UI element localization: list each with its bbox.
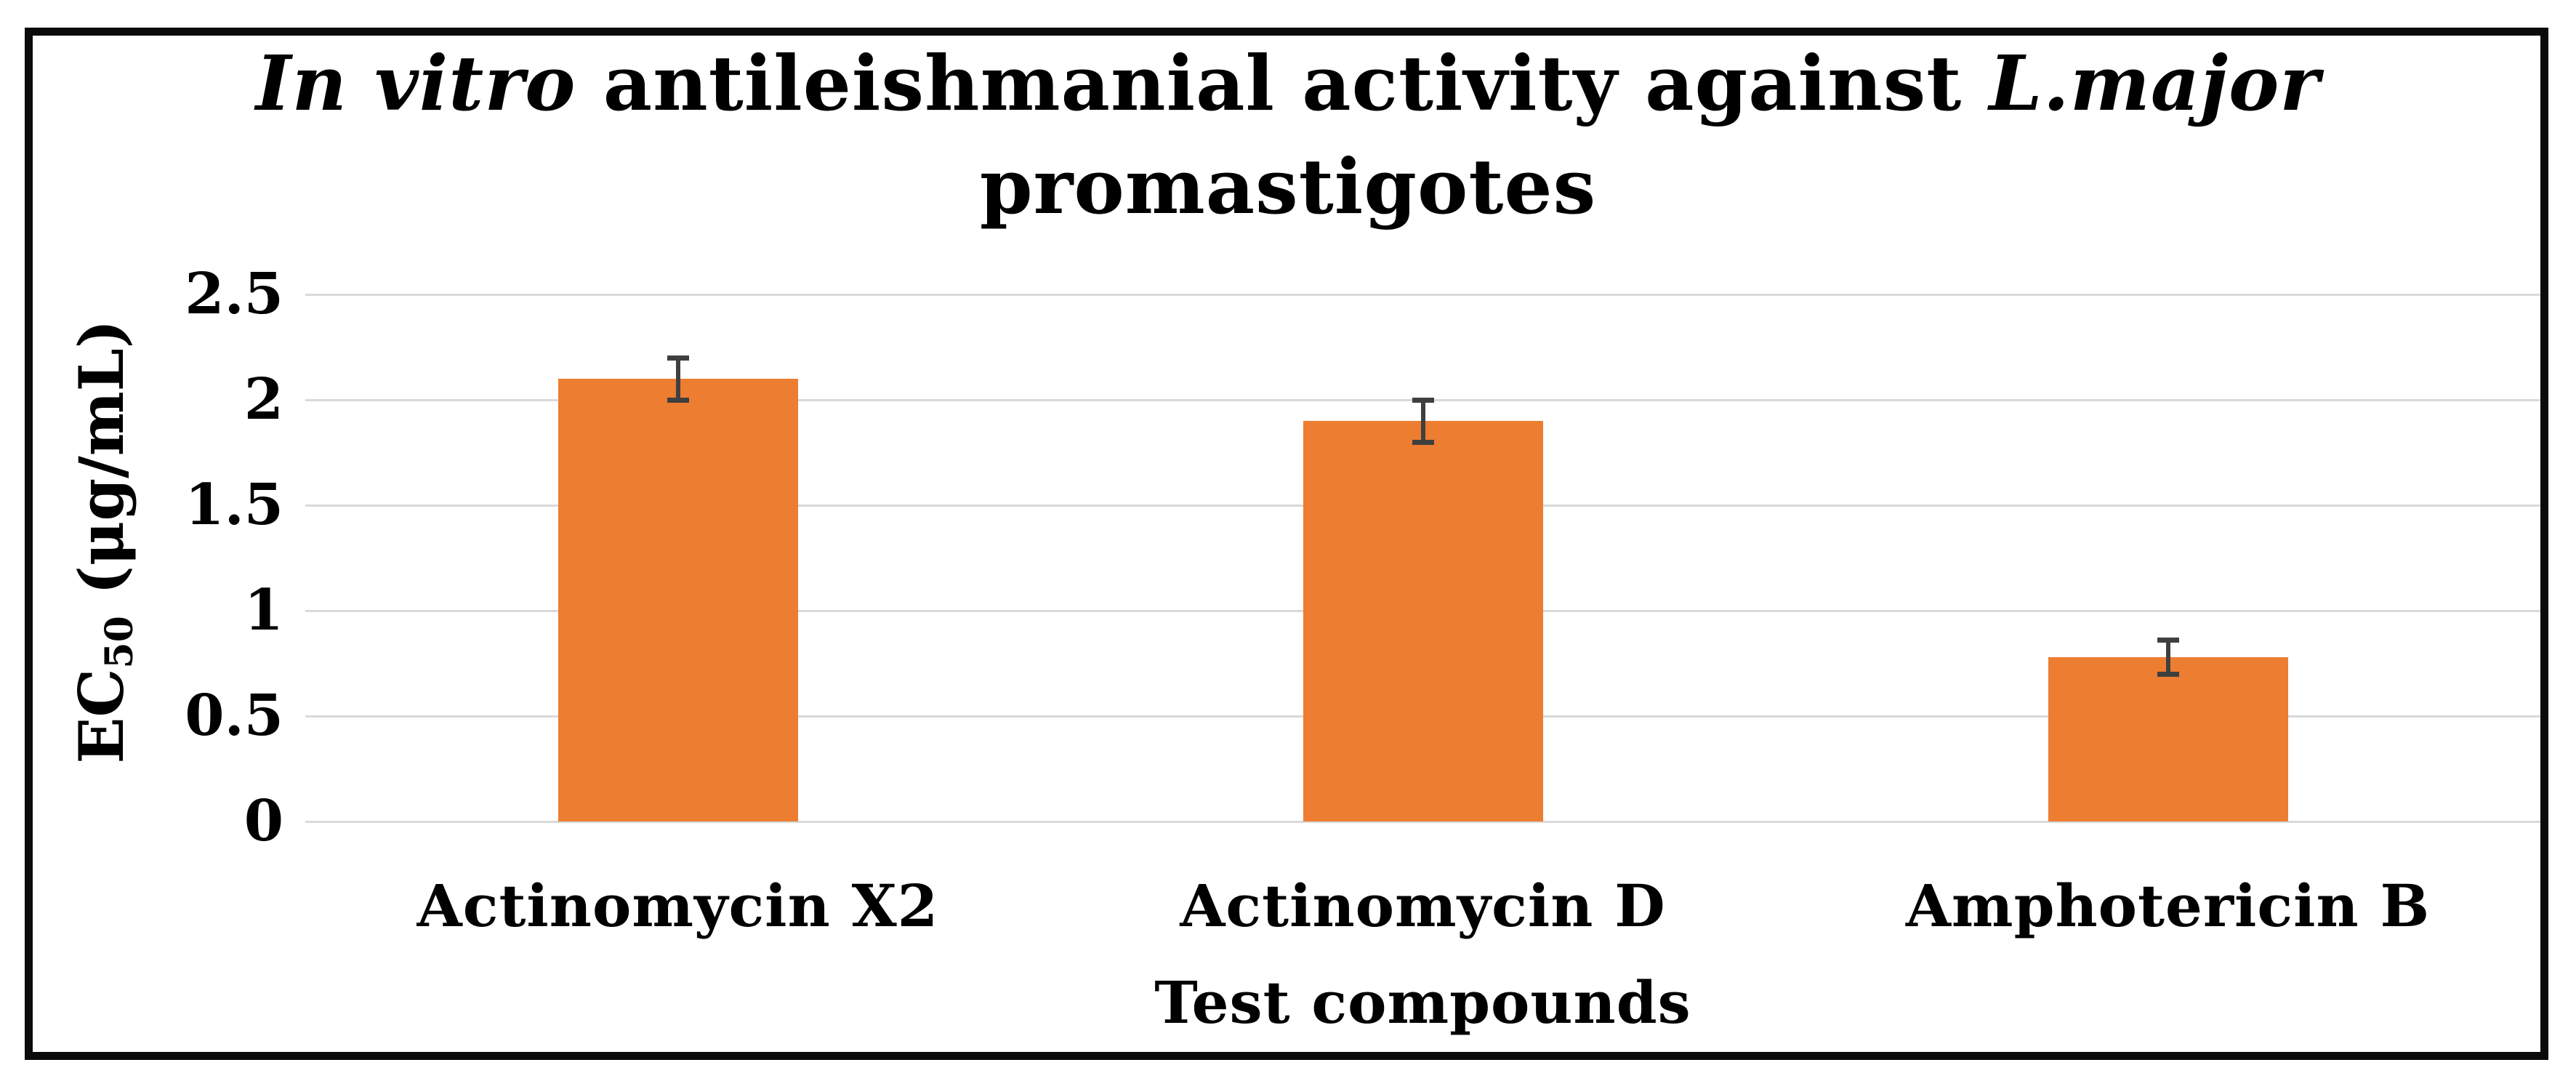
error-bar-cap-bottom	[2157, 671, 2179, 677]
category-label: Actinomycin X2	[416, 872, 939, 940]
y-tick-label: 0.5	[185, 683, 283, 749]
plot-area	[305, 293, 2540, 823]
y-tick-label: 1.5	[185, 472, 283, 538]
y-tick-label: 1	[243, 577, 283, 643]
bar	[1303, 421, 1543, 821]
error-bar-line	[675, 358, 680, 400]
category-label: Amphotericin B	[1905, 872, 2431, 940]
chart-frame	[25, 28, 2548, 1060]
chart-title: In vitro antileishmanial activity agains…	[218, 32, 2358, 238]
error-bar-cap-bottom	[1412, 439, 1434, 445]
y-tick-label: 0	[243, 788, 283, 854]
error-bar-line	[2165, 640, 2170, 674]
bar	[2048, 656, 2288, 821]
chart-title-line2: promastigotes	[979, 142, 1597, 231]
chart-title-line1: In vitro antileishmanial activity agains…	[218, 32, 2358, 135]
gridline	[305, 293, 2540, 296]
category-label: Actinomycin D	[1180, 872, 1666, 940]
error-bar-line	[1420, 400, 1425, 442]
x-axis-title: Test compounds	[1154, 968, 1691, 1037]
y-tick-label: 2	[243, 366, 283, 433]
gridline	[305, 820, 2540, 823]
x-axis-category-labels: Actinomycin X2 Actinomycin D Amphotericin …	[305, 869, 2540, 942]
title-italic-lead: In vitro	[255, 39, 576, 128]
error-bar-cap-top	[1412, 397, 1434, 403]
error-bar-cap-bottom	[667, 397, 689, 403]
error-bar-cap-top	[2157, 638, 2179, 643]
title-italic-tail: L.major	[1989, 39, 2321, 128]
error-bar-cap-top	[667, 355, 689, 361]
y-tick-label: 2.5	[185, 261, 283, 327]
bar	[558, 379, 798, 821]
y-axis-ticks: 2.5 2 1.5 1 0.5 0	[29, 0, 283, 1089]
title-regular-mid: antileishmanial activity against	[576, 39, 1989, 128]
